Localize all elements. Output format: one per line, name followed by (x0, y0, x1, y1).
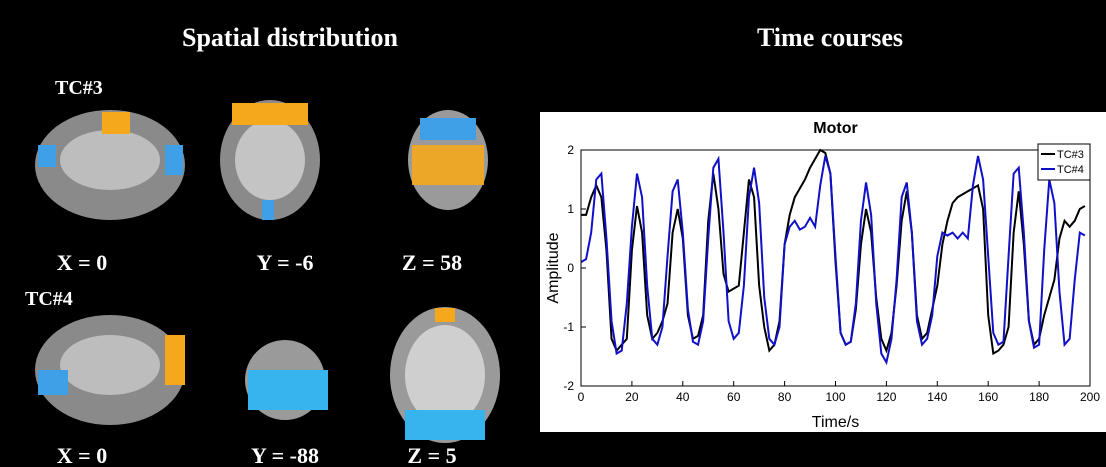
legend-label: TC#4 (1057, 164, 1084, 176)
x-tick-label: 0 (578, 390, 585, 404)
x-tick-label: 40 (676, 390, 690, 404)
heading: Spatial distribution (182, 23, 399, 52)
row-label: TC#3 (55, 77, 103, 99)
y-tick-label: -2 (563, 379, 574, 393)
x-tick-label: 100 (825, 390, 845, 404)
slice-label: Z = 58 (402, 250, 462, 275)
x-tick-label: 20 (625, 390, 639, 404)
x-tick-label: 140 (927, 390, 947, 404)
x-tick-label: 80 (778, 390, 792, 404)
x-tick-label: 200 (1080, 390, 1100, 404)
chart-title: Motor (813, 120, 857, 137)
x-tick-label: 180 (1029, 390, 1049, 404)
row-label: TC#4 (25, 288, 73, 310)
slice-label: Y = -88 (251, 443, 319, 467)
chart-background (540, 112, 1106, 432)
figure: Spatial distribution Time courses TC#3 T… (0, 0, 1106, 467)
x-tick-label: 60 (727, 390, 741, 404)
y-tick-label: 2 (567, 143, 574, 157)
x-tick-label: 120 (876, 390, 896, 404)
slice-label: X = 0 (57, 250, 107, 275)
x-tick-label: 160 (978, 390, 998, 404)
heading: Time courses (757, 23, 903, 52)
y-axis-label: Amplitude (545, 232, 562, 303)
y-tick-label: 1 (567, 202, 574, 216)
y-tick-label: -1 (563, 320, 574, 334)
slice-label: X = 0 (57, 443, 107, 467)
slice-label: Z = 5 (407, 443, 456, 467)
legend-label: TC#3 (1057, 149, 1084, 161)
x-axis-label: Time/s (812, 414, 859, 431)
y-tick-label: 0 (567, 261, 574, 275)
slice-label: Y = -6 (257, 250, 314, 275)
